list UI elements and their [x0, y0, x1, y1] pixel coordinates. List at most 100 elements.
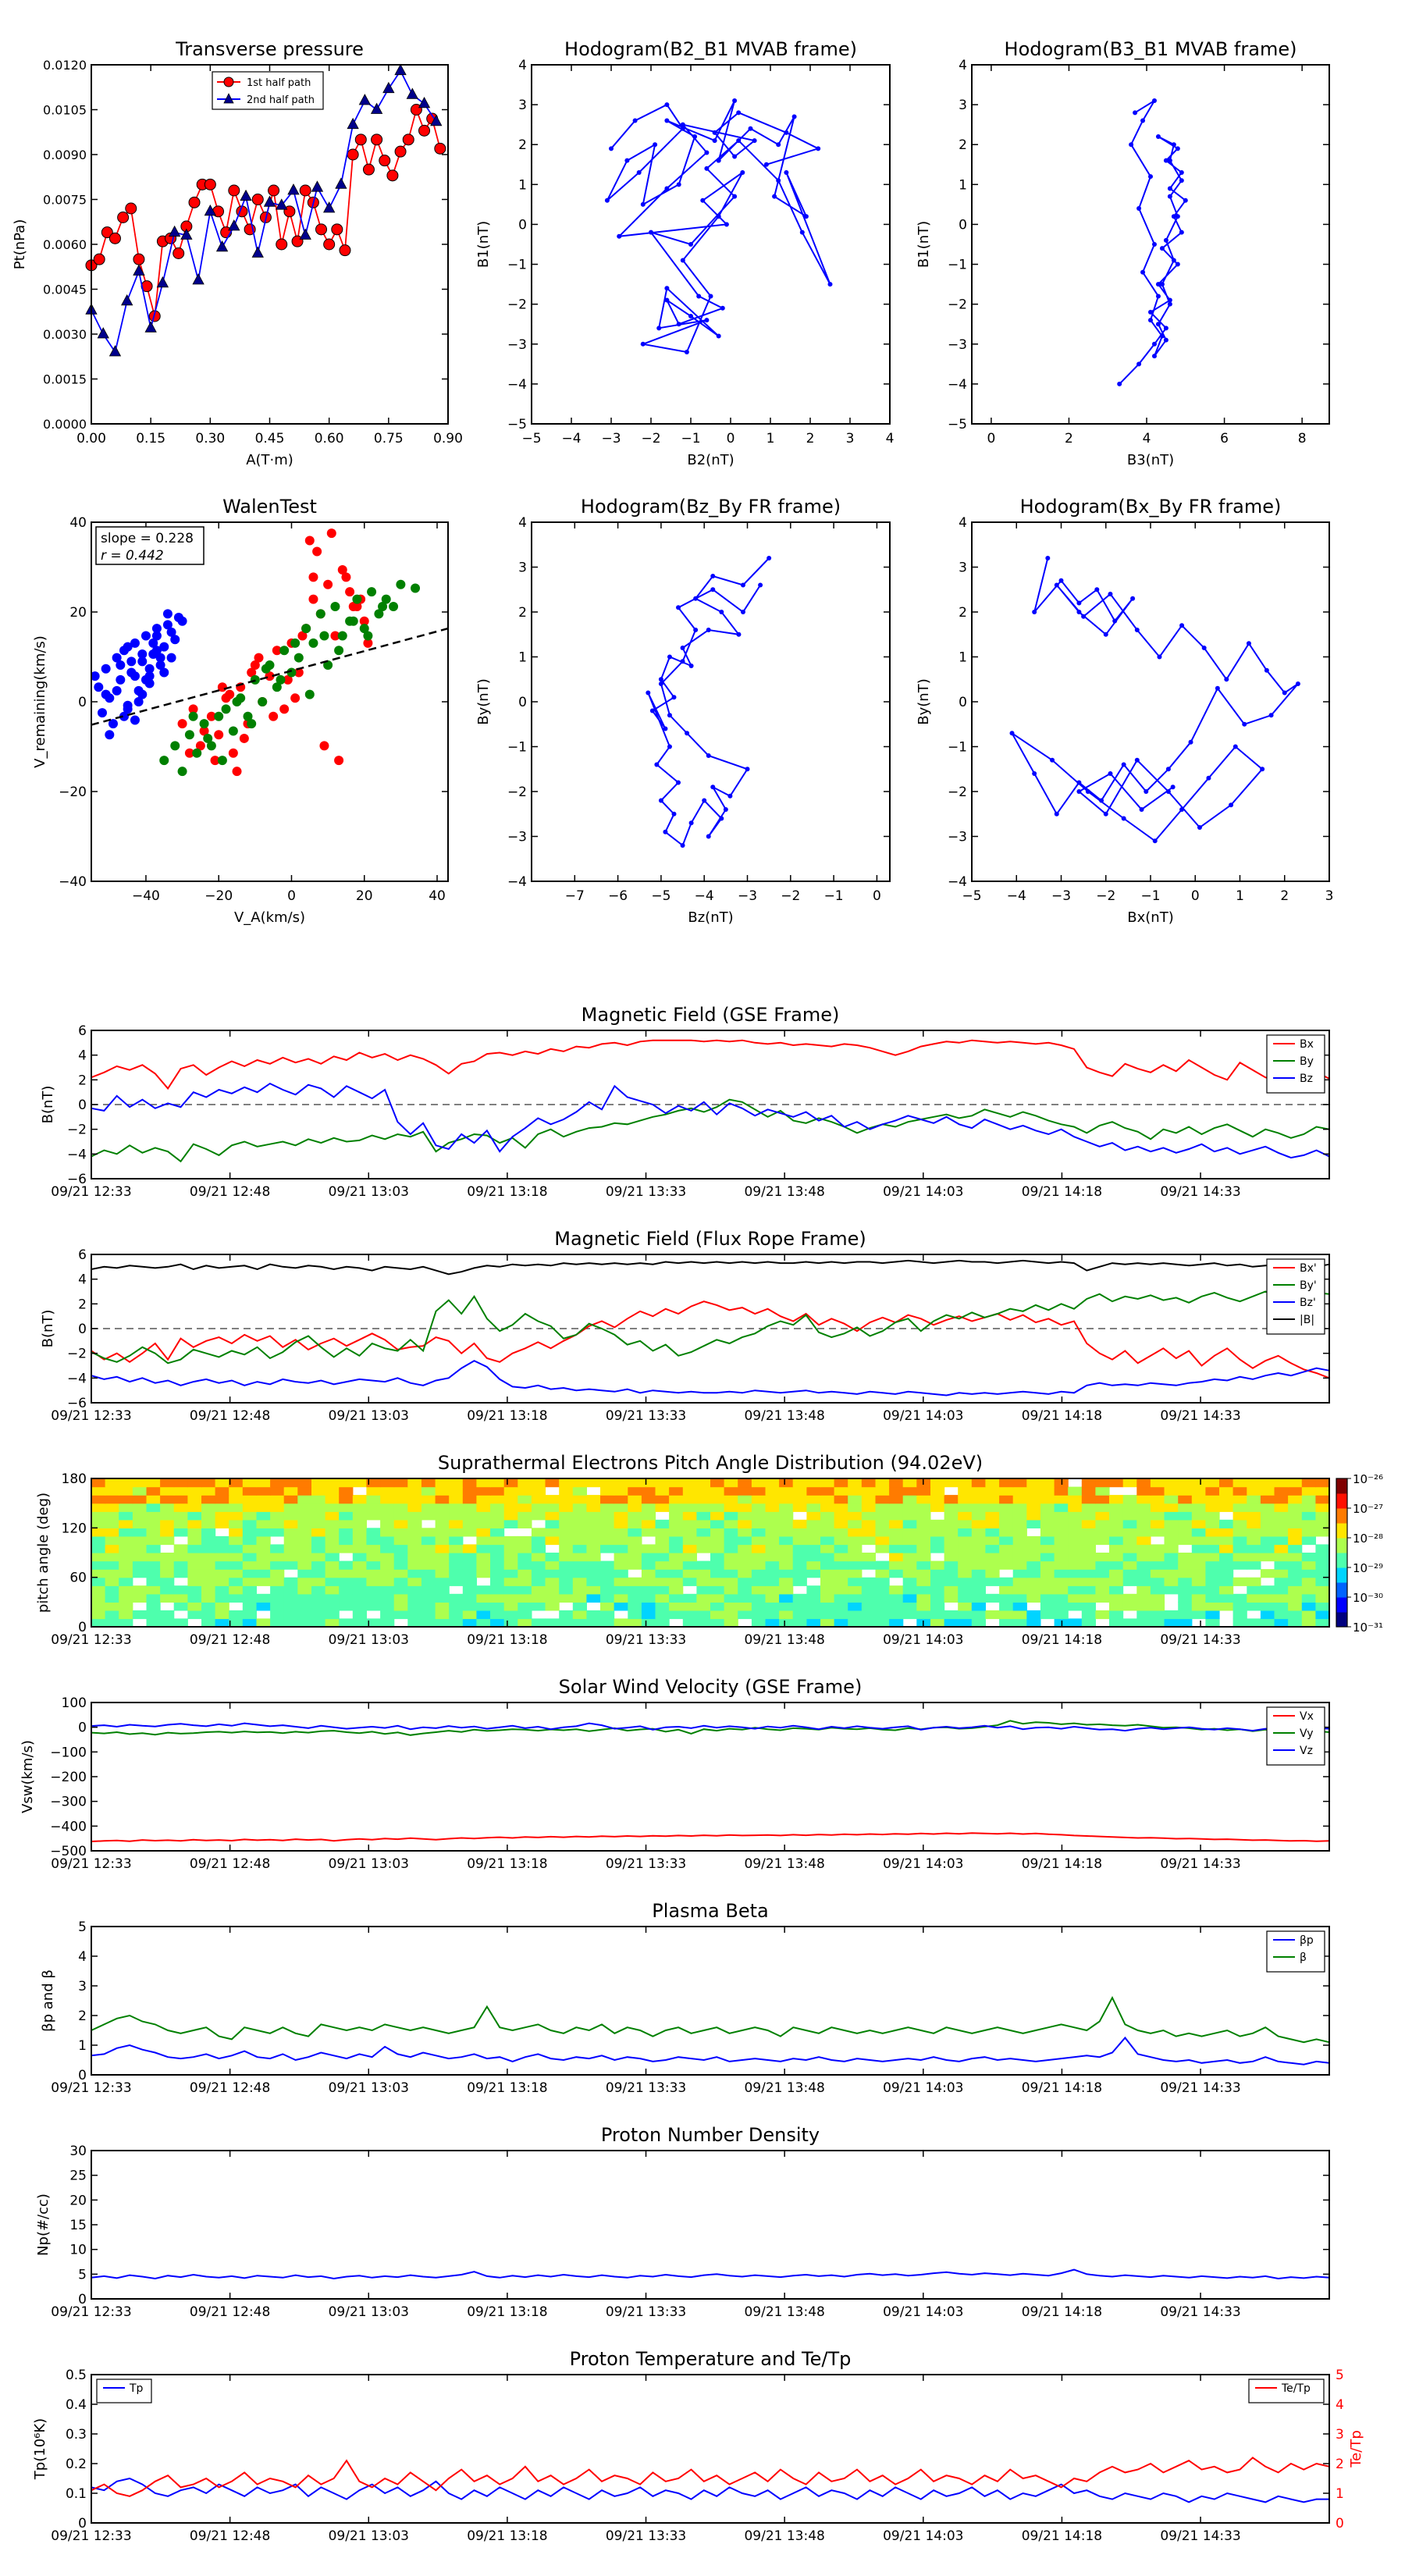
x-axis-label: B2(nT) — [687, 452, 734, 468]
hodogram-point — [776, 142, 781, 148]
heatmap-cell — [1012, 1519, 1027, 1528]
heatmap-cell — [848, 1503, 863, 1512]
data-point-2nd-half — [240, 189, 252, 201]
heatmap-cell — [531, 1593, 546, 1603]
heatmap-cell — [407, 1585, 422, 1595]
heatmap-cell — [146, 1602, 161, 1611]
magnetic-field-flux-rope-chart: Magnetic Field (Flux Rope Frame)−6−4−202… — [40, 1228, 1330, 1424]
heatmap-cell — [559, 1577, 574, 1586]
heatmap-cell — [229, 1486, 244, 1496]
heatmap-cell — [682, 1535, 697, 1546]
heatmap-cell — [1260, 1553, 1275, 1562]
heatmap-cell — [1315, 1577, 1330, 1586]
heatmap-cell — [971, 1577, 986, 1586]
heatmap-cell — [132, 1486, 148, 1496]
heatmap-cell — [1274, 1544, 1289, 1553]
time-tick-label: 09/21 13:18 — [467, 1632, 547, 1648]
heatmap-cell — [902, 1495, 917, 1504]
chart-title: Plasma Beta — [652, 1900, 768, 1922]
scatter-point-red — [272, 646, 282, 656]
y-tick-label: 0.0045 — [43, 283, 87, 297]
hodogram-point — [653, 142, 658, 148]
y-axis-label: By(nT) — [916, 678, 932, 724]
heatmap-cell — [105, 1610, 119, 1620]
heatmap-cell — [311, 1553, 326, 1562]
heatmap-cell — [958, 1593, 973, 1603]
y-tick-label: 20 — [69, 605, 87, 621]
scatter-point-red — [337, 565, 347, 575]
legend-label: Bx — [1300, 1038, 1314, 1051]
heatmap-cell — [339, 1560, 354, 1570]
heatmap-cell — [1026, 1577, 1041, 1586]
heatmap-cell — [861, 1528, 876, 1537]
heatmap-cell — [462, 1553, 477, 1562]
hodogram-point — [827, 282, 833, 287]
scatter-point-green — [301, 624, 311, 634]
heatmap-cell — [1232, 1544, 1247, 1553]
heatmap-cell — [738, 1528, 752, 1537]
heatmap-cell — [297, 1486, 312, 1496]
heatmap-cell — [325, 1553, 340, 1562]
hodogram-point — [1155, 294, 1161, 299]
heatmap-cell — [407, 1553, 422, 1562]
series-line-By — [91, 1098, 1330, 1163]
heatmap-cell — [572, 1486, 587, 1496]
heatmap-cell — [119, 1511, 133, 1521]
heatmap-cell — [91, 1618, 106, 1628]
heatmap-cell — [518, 1585, 532, 1595]
scatter-point-blue — [151, 631, 162, 641]
scatter-point-blue — [137, 689, 148, 699]
y-tick-label: −40 — [59, 874, 87, 890]
hodogram-point — [1076, 780, 1082, 785]
time-tick-label: 09/21 13:48 — [744, 2304, 824, 2320]
heatmap-cell — [820, 1560, 835, 1570]
time-tick-label: 09/21 13:33 — [606, 2080, 686, 2096]
scatter-point-green — [232, 697, 242, 706]
heatmap-cell — [586, 1569, 601, 1578]
heatmap-cell — [407, 1519, 422, 1528]
heatmap-cell — [641, 1511, 656, 1521]
heatmap-cell — [380, 1618, 395, 1628]
heatmap-cell — [641, 1478, 656, 1488]
series-line-βp — [91, 2036, 1330, 2065]
heatmap-cell — [958, 1486, 973, 1496]
hodogram-point — [740, 170, 745, 175]
legend-box — [96, 2379, 152, 2403]
heatmap-cell — [738, 1553, 752, 1562]
scatter-point-green — [279, 646, 290, 656]
heatmap-cell — [173, 1486, 188, 1496]
heatmap-cell — [105, 1618, 119, 1628]
heatmap-cell — [559, 1544, 574, 1553]
heatmap-cell — [1012, 1618, 1027, 1628]
heatmap-cell — [201, 1519, 216, 1528]
solar-wind-velocity-chart: Solar Wind Velocity (GSE Frame)−500−400−… — [20, 1676, 1330, 1872]
heatmap-cell — [848, 1478, 863, 1488]
heatmap-cell — [407, 1618, 422, 1628]
heatmap-cell — [91, 1569, 106, 1578]
heatmap-cell — [352, 1602, 367, 1611]
heatmap-cell — [1274, 1495, 1289, 1504]
heatmap-cell — [628, 1585, 642, 1595]
heatmap-cell — [875, 1528, 890, 1537]
heatmap-cell — [545, 1519, 560, 1528]
scatter-point-blue — [159, 642, 169, 652]
heatmap-cell — [1247, 1553, 1261, 1562]
heatmap-cell — [875, 1618, 890, 1628]
heatmap-cell — [1012, 1553, 1027, 1562]
heatmap-cell — [600, 1593, 615, 1603]
x-tick-label: −3 — [1051, 888, 1071, 904]
heatmap-cell — [696, 1618, 711, 1628]
heatmap-cell — [187, 1585, 202, 1595]
heatmap-cell — [889, 1553, 904, 1562]
heatmap-cell — [916, 1602, 931, 1611]
heatmap-cell — [503, 1519, 518, 1528]
heatmap-cell — [311, 1486, 326, 1496]
heatmap-cell — [1040, 1535, 1055, 1546]
hodogram-point — [1076, 610, 1082, 614]
heatmap-cell — [407, 1569, 422, 1578]
heatmap-cell — [339, 1569, 354, 1578]
heatmap-cell — [283, 1478, 298, 1488]
heatmap-cell — [1191, 1535, 1206, 1546]
time-tick-label: 09/21 14:33 — [1160, 1856, 1240, 1872]
heatmap-cell — [944, 1618, 959, 1628]
